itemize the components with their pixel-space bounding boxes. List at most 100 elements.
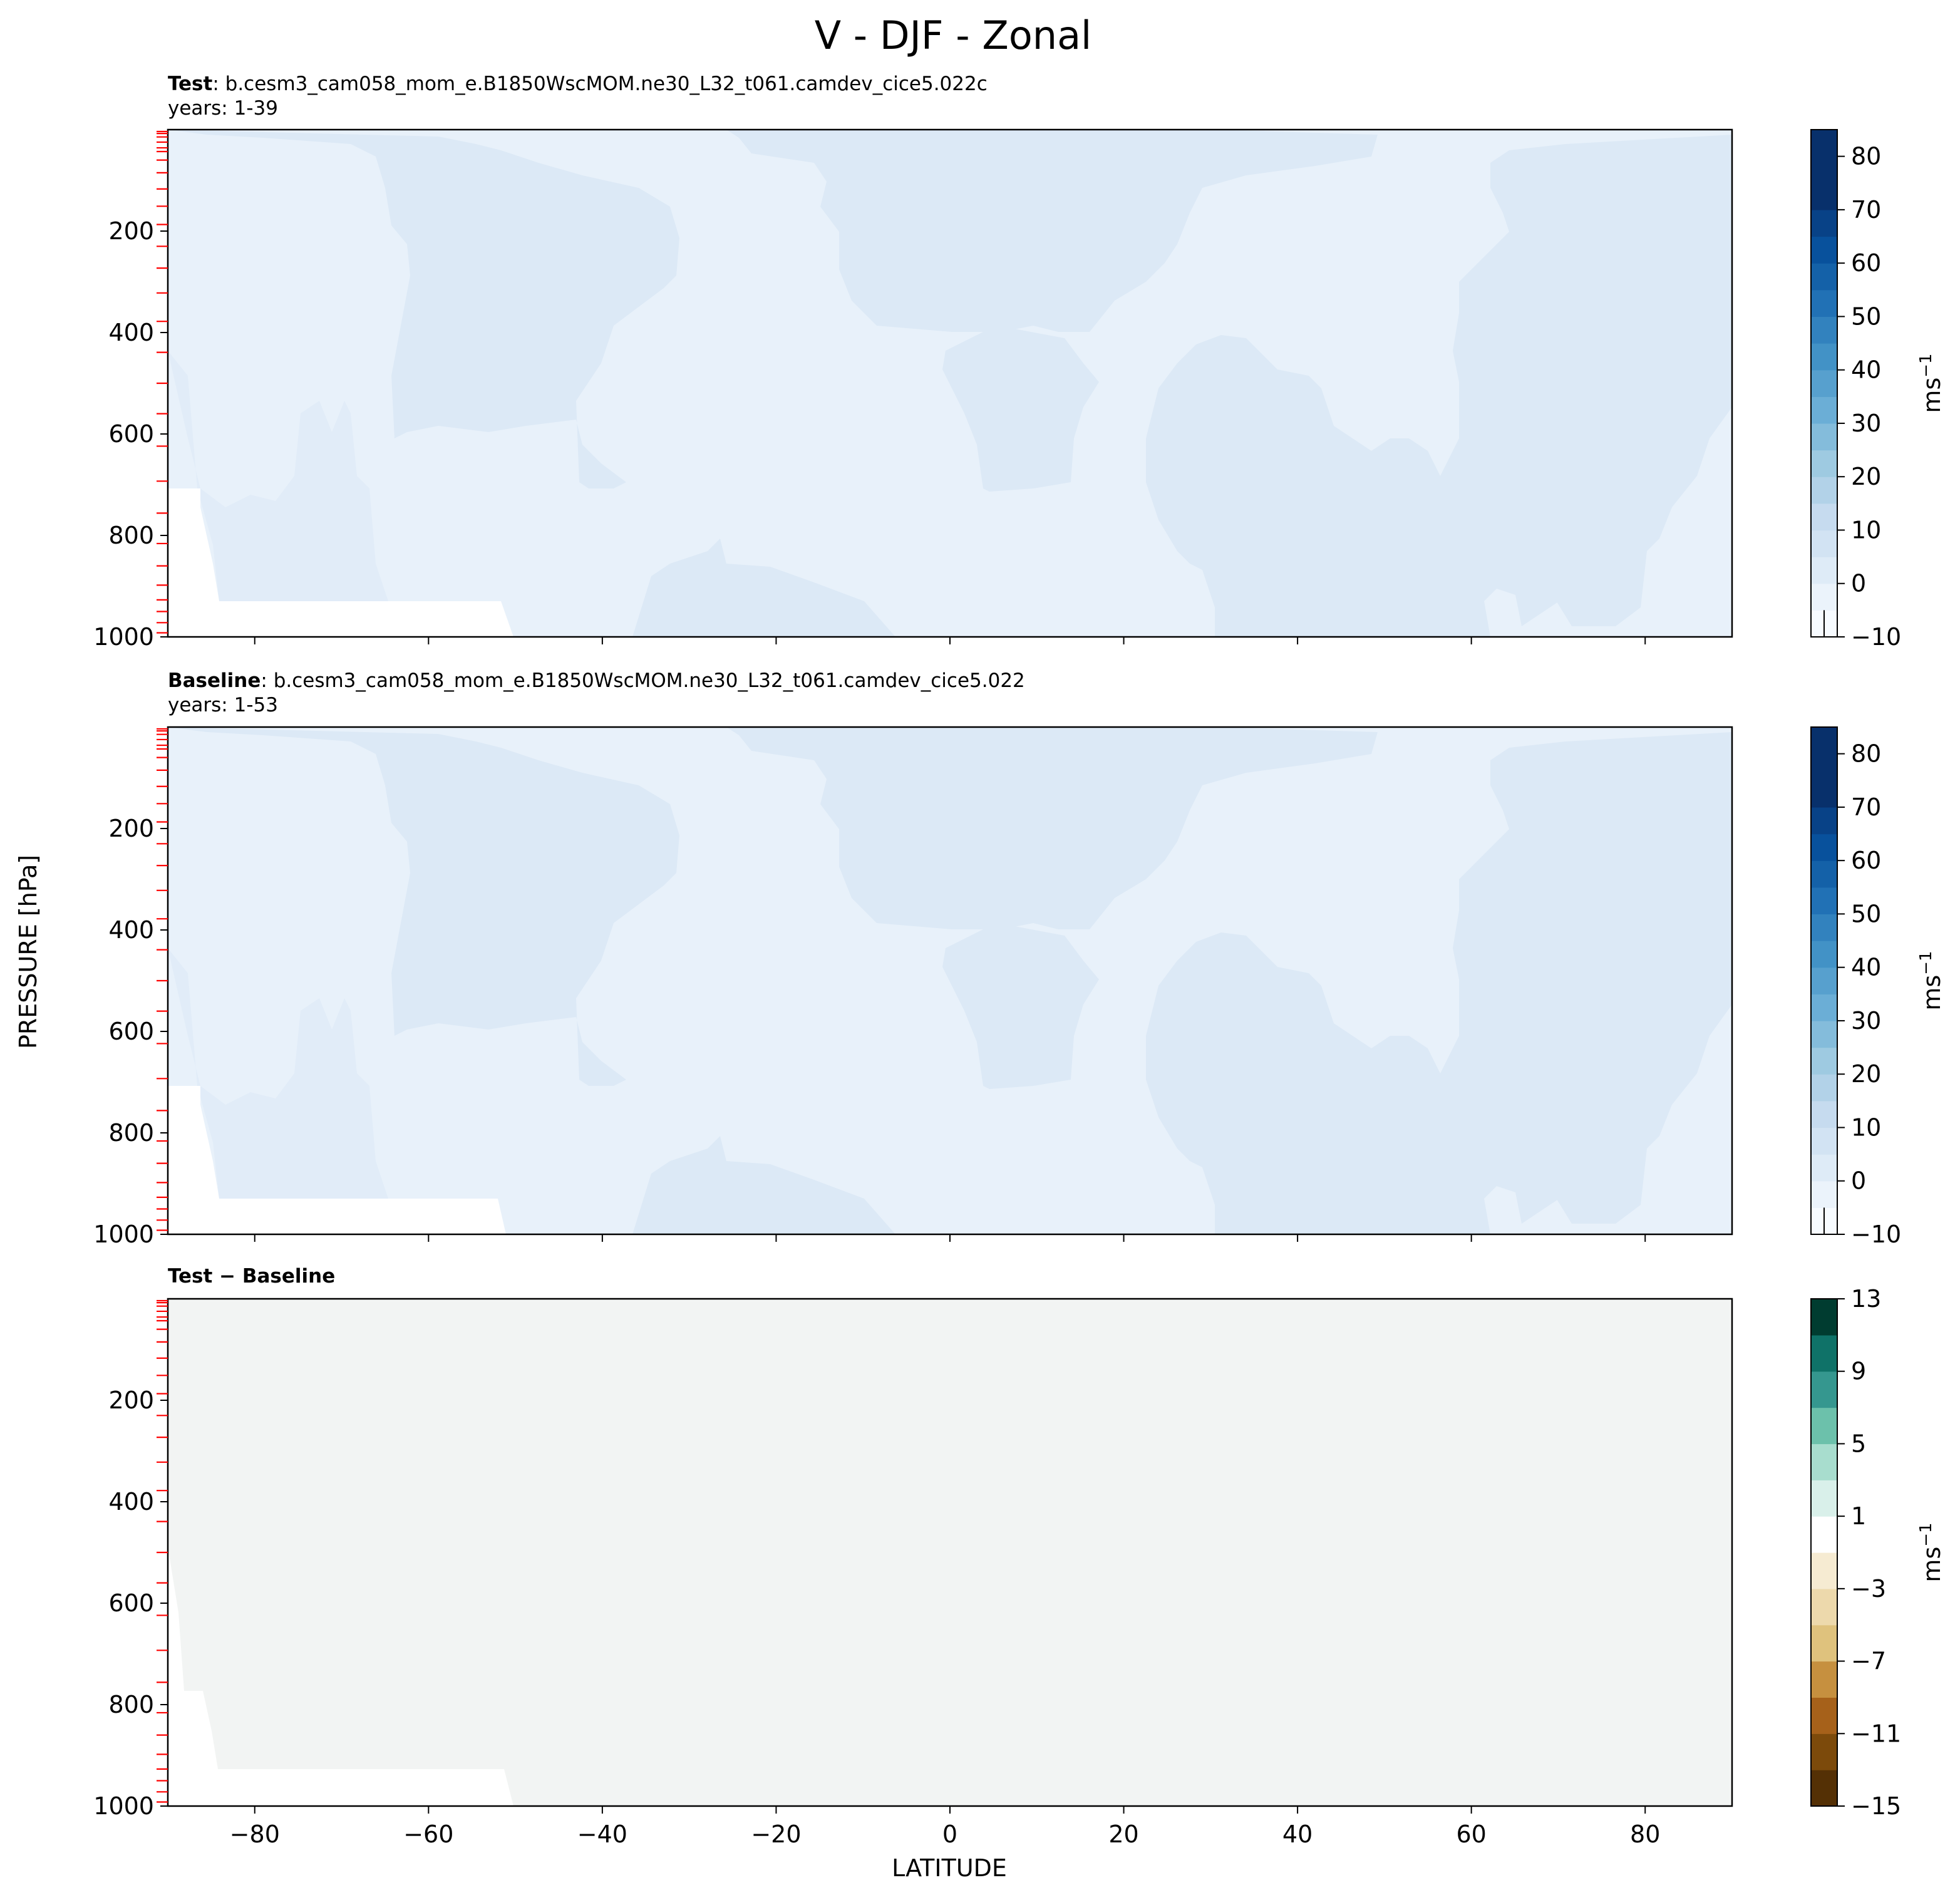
colorbar-tick-label: 30	[1851, 410, 1881, 437]
baseline-contour-region	[726, 727, 1378, 929]
colorbar-swatch	[1811, 753, 1837, 781]
colorbar-swatch	[1811, 1020, 1837, 1048]
colorbar-swatch	[1811, 994, 1837, 1021]
baseline-panel	[168, 727, 1732, 1234]
colorbar-swatch	[1811, 557, 1837, 584]
colorbar-swatch	[1811, 263, 1837, 291]
baseline-contour-region	[632, 1136, 895, 1234]
colorbar-swatch	[1811, 423, 1837, 451]
x-tick-label: 80	[1630, 1820, 1660, 1848]
colorbar-tick-label: −3	[1851, 1575, 1886, 1603]
colorbar-swatch	[1811, 1127, 1837, 1155]
y-tick-label: 800	[108, 522, 154, 549]
figure-title: V - DJF - Zonal	[815, 13, 1092, 58]
colorbar-tick-label: −10	[1851, 623, 1901, 651]
colorbar-tick-label: 60	[1851, 249, 1881, 277]
colorbar-swatch	[1811, 503, 1837, 531]
colorbar-swatch	[1811, 289, 1837, 318]
colorbar-tick-label: 40	[1851, 356, 1881, 384]
y-tick-label: 200	[108, 815, 154, 842]
difference-panel-header: Test − Baseline	[168, 1265, 335, 1288]
colorbar-swatch	[1811, 1335, 1837, 1372]
colorbar-swatch	[1811, 156, 1837, 183]
colorbar-tick-label: 40	[1851, 954, 1881, 981]
colorbar-swatch	[1811, 941, 1837, 968]
colorbar-label: ms−1	[1917, 951, 1946, 1010]
colorbar-tick-label: 5	[1851, 1430, 1866, 1457]
y-tick-label: 200	[108, 1386, 154, 1414]
x-tick-label: −60	[403, 1820, 453, 1848]
colorbar-swatch	[1811, 1371, 1837, 1408]
colorbar-swatch	[1811, 967, 1837, 994]
colorbar-frame	[1810, 129, 1838, 638]
test-contour-region	[168, 130, 679, 488]
baseline-contour-region	[1146, 732, 1732, 1234]
baseline-contour-region	[168, 727, 679, 1086]
y-tick-label: 400	[108, 916, 154, 944]
colorbar-tick-label: 70	[1851, 793, 1881, 821]
colorbar-swatch	[1811, 130, 1837, 157]
y-axis-title: PRESSURE [hPa]	[14, 855, 42, 1049]
y-tick-label: 1000	[93, 1792, 154, 1820]
test-panel-years: years: 1-39	[168, 97, 278, 120]
test-contour-region	[632, 539, 895, 637]
colorbar-swatch	[1811, 887, 1837, 915]
colorbar-tick-label: 13	[1851, 1285, 1881, 1313]
test-missing-data-mask	[168, 488, 513, 637]
colorbar-swatch	[1811, 1661, 1837, 1698]
colorbar-tick-label: 80	[1851, 143, 1881, 170]
colorbar-tick-label: 50	[1851, 302, 1881, 330]
x-tick-label: 60	[1456, 1820, 1486, 1848]
colorbar-swatch	[1811, 343, 1837, 371]
colorbar-swatch	[1811, 236, 1837, 264]
colorbar-tick-label: −10	[1851, 1221, 1901, 1248]
test-contour-region	[726, 130, 1378, 332]
difference-map-field	[168, 1299, 1732, 1806]
y-tick-label: 600	[108, 1589, 154, 1617]
colorbar-swatch	[1811, 1588, 1837, 1626]
colorbar-label: ms−1	[1917, 1522, 1946, 1582]
y-tick-label: 1000	[93, 1221, 154, 1248]
colorbar-swatch	[1811, 1407, 1837, 1445]
colorbar-tick-label: 20	[1851, 463, 1881, 490]
colorbar-tick-label: 80	[1851, 740, 1881, 768]
colorbar-swatch	[1811, 1180, 1837, 1208]
baseline-panel-header: Baseline: b.cesm3_cam058_mom_e.B1850WscM…	[168, 669, 1025, 692]
colorbar-tick-label: 50	[1851, 900, 1881, 927]
colorbar-tick-label: 60	[1851, 847, 1881, 874]
colorbar-swatch	[1811, 1770, 1837, 1807]
colorbar-swatch	[1811, 316, 1837, 344]
colorbar-swatch	[1811, 1074, 1837, 1102]
colorbar-label: ms−1	[1917, 353, 1946, 413]
colorbar-swatch	[1811, 834, 1837, 861]
colorbar-swatch	[1811, 369, 1837, 397]
test-panel	[168, 130, 1732, 637]
colorbar-tick-label: −15	[1851, 1792, 1901, 1820]
colorbar-swatch	[1811, 860, 1837, 888]
colorbar-tick-label: 10	[1851, 1113, 1881, 1141]
colorbar-swatch	[1811, 1154, 1837, 1182]
colorbar-swatch	[1811, 450, 1837, 477]
difference-panel	[168, 1296, 1732, 1806]
colorbar-swatch	[1811, 1516, 1837, 1553]
colorbar-swatch	[1811, 209, 1837, 237]
y-tick-label: 600	[108, 420, 154, 448]
x-tick-label: 20	[1108, 1820, 1138, 1848]
colorbar-swatch	[1811, 780, 1837, 808]
test-panel-header: Test: b.cesm3_cam058_mom_e.B1850WscMOM.n…	[168, 73, 988, 95]
x-tick-label: −20	[751, 1820, 801, 1848]
test-contour-region	[1146, 135, 1732, 637]
y-tick-label: 200	[108, 217, 154, 245]
colorbar-swatch	[1811, 1733, 1837, 1770]
colorbar-swatch	[1811, 1552, 1837, 1589]
colorbar-tick-label: 0	[1851, 570, 1866, 597]
x-tick-label: −40	[577, 1820, 627, 1848]
colorbar-swatch	[1811, 914, 1837, 941]
x-tick-label: 0	[942, 1820, 957, 1848]
colorbar-frame	[1810, 726, 1838, 1235]
baseline-missing-data-mask	[168, 1086, 506, 1234]
colorbar-tick-label: 10	[1851, 516, 1881, 544]
difference-missing-data-mask	[168, 1296, 513, 1806]
colorbar-swatch	[1811, 183, 1837, 210]
